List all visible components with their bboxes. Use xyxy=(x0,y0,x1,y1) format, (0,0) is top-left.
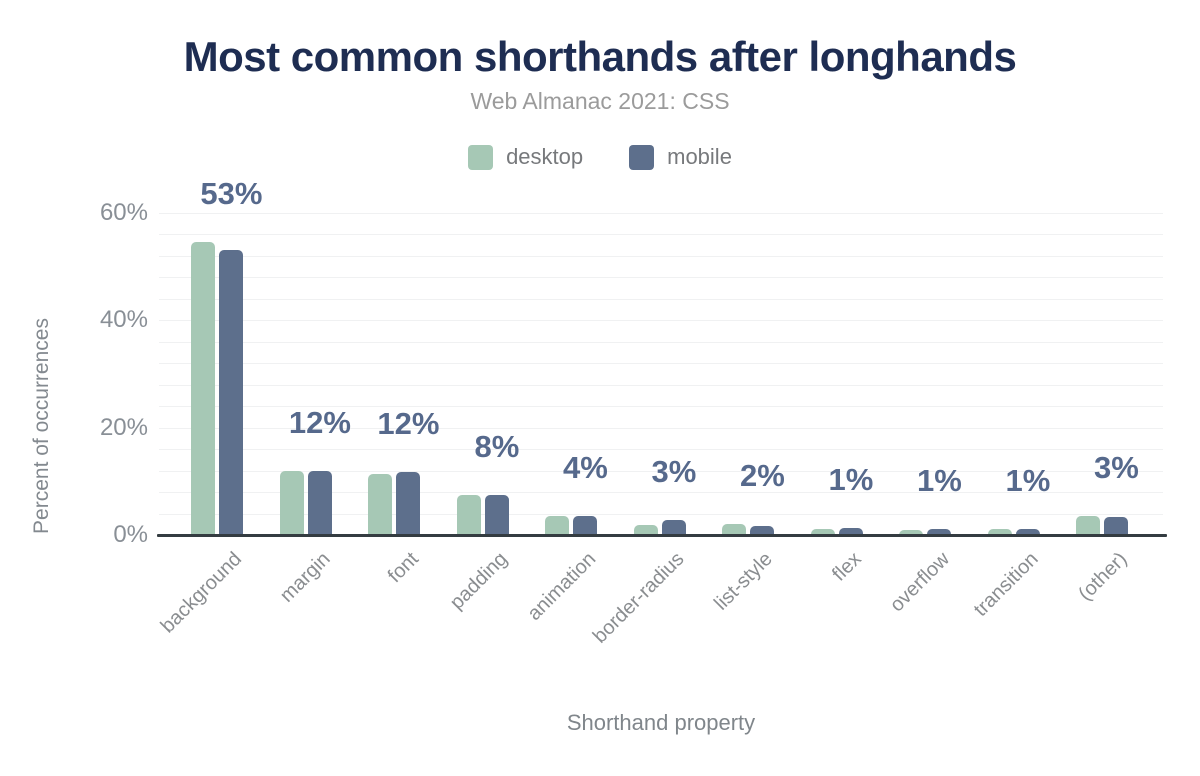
bar-desktop-overflow xyxy=(899,530,924,535)
bar-mobile-flex xyxy=(838,528,863,535)
bar-value-label: 4% xyxy=(562,450,608,486)
gridline xyxy=(159,234,1163,235)
gridline xyxy=(159,341,1163,343)
x-axis-category-label: flex xyxy=(827,548,866,586)
bar-mobile-list-style xyxy=(750,525,775,535)
x-axis-category-label: padding xyxy=(445,548,512,614)
gridline xyxy=(159,427,1163,429)
bar-mobile-overflow xyxy=(927,528,952,535)
bar-desktop-list-style xyxy=(722,524,747,535)
bar-value-label: 1% xyxy=(916,462,962,498)
bar-desktop-transition xyxy=(987,529,1012,535)
x-axis-category-label: list-style xyxy=(710,548,777,615)
legend-item-desktop: desktop xyxy=(468,144,583,170)
chart-subtitle: Web Almanac 2021: CSS xyxy=(470,88,730,114)
gridline xyxy=(159,406,1163,407)
bar-value-label: 12% xyxy=(288,404,351,440)
legend-label-mobile: mobile xyxy=(667,144,732,169)
x-axis-category-label: overflow xyxy=(885,548,954,617)
bar-value-label: 8% xyxy=(474,429,520,465)
y-axis-title: Percent of occurrences xyxy=(30,318,53,534)
bar-mobile-font xyxy=(396,472,421,535)
gridline xyxy=(159,320,1163,321)
bar-desktop-border-radius xyxy=(633,524,658,535)
legend-label-desktop: desktop xyxy=(506,144,584,169)
bar-value-label: 1% xyxy=(1005,463,1051,499)
bar-desktop-animation xyxy=(545,516,570,535)
gridline xyxy=(159,212,1163,214)
bar-mobile-background xyxy=(219,249,244,535)
gridline xyxy=(159,513,1163,515)
chart-title: Most common shorthands after longhands xyxy=(183,33,1017,80)
gridline xyxy=(159,298,1163,300)
gridline xyxy=(159,277,1163,278)
x-axis-category-label: margin xyxy=(275,548,335,607)
bar-value-label: 12% xyxy=(377,406,440,442)
bar-value-label: 2% xyxy=(739,458,785,494)
bar-mobile-border-radius xyxy=(661,520,686,535)
y-axis-tick-label: 0% xyxy=(113,521,148,548)
x-axis-category-label: border-radius xyxy=(588,548,689,648)
x-axis-category-label: transition xyxy=(969,548,1043,621)
bar-mobile-(other) xyxy=(1104,516,1129,535)
bar-mobile-margin xyxy=(307,470,332,535)
gridline xyxy=(159,255,1163,257)
bar-desktop-background xyxy=(191,242,216,535)
bar-desktop-flex xyxy=(810,528,835,535)
x-axis-category-label: font xyxy=(383,548,423,588)
bar-mobile-transition xyxy=(1015,529,1040,535)
x-axis-title: Shorthand property xyxy=(566,710,756,735)
gridline xyxy=(159,363,1163,364)
bar-mobile-padding xyxy=(484,495,509,535)
bar-mobile-animation xyxy=(573,516,598,535)
x-axis-category-label: background xyxy=(156,548,246,638)
y-axis-tick-label: 20% xyxy=(99,413,148,441)
bar-desktop-margin xyxy=(279,470,304,535)
bar-value-label: 3% xyxy=(1093,450,1139,486)
mobile-legend-swatch-icon xyxy=(629,144,655,170)
bar-desktop-font xyxy=(368,474,393,535)
x-axis-line xyxy=(157,533,1167,537)
y-axis-tick-label: 40% xyxy=(99,306,148,333)
bar-value-label: 1% xyxy=(828,462,874,497)
bar-value-label: 53% xyxy=(200,176,263,212)
x-axis-category-label: animation xyxy=(523,548,600,625)
gridline xyxy=(159,384,1163,386)
gridline xyxy=(159,449,1163,450)
bar-desktop-(other) xyxy=(1076,516,1101,535)
desktop-legend-swatch-icon xyxy=(468,144,494,170)
legend: desktop mobile xyxy=(0,144,1200,170)
bar-desktop-padding xyxy=(456,495,481,535)
bar-value-label: 3% xyxy=(651,454,697,490)
x-axis-category-label: (other) xyxy=(1073,548,1131,606)
legend-item-mobile: mobile xyxy=(629,144,732,170)
gridline xyxy=(159,492,1163,493)
gridline xyxy=(159,470,1163,472)
y-axis-tick-label: 60% xyxy=(99,198,148,226)
